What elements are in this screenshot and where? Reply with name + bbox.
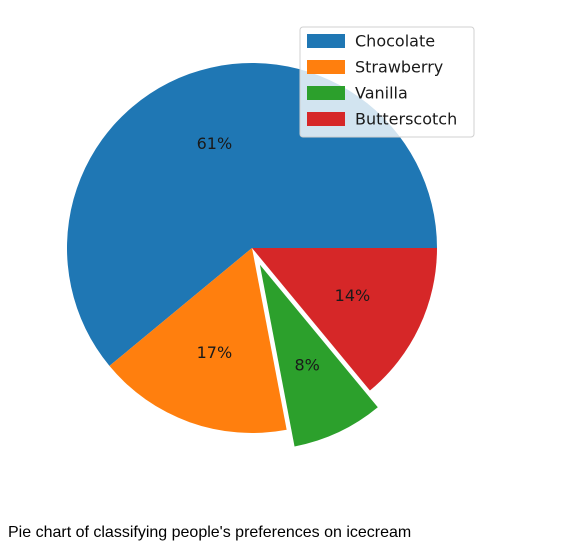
legend-swatch-chocolate [307, 34, 345, 48]
chart-caption: Pie chart of classifying people's prefer… [8, 524, 411, 542]
chart-legend: Chocolate Strawberry Vanilla Butterscotch [300, 27, 474, 137]
legend-label-chocolate: Chocolate [355, 32, 435, 51]
pie-label-strawberry: 17% [197, 343, 233, 362]
legend-swatch-strawberry [307, 60, 345, 74]
legend-swatch-butterscotch [307, 112, 345, 126]
pie-label-vanilla: 8% [294, 356, 319, 375]
pie-label-butterscotch: 14% [335, 286, 371, 305]
legend-label-strawberry: Strawberry [355, 58, 443, 77]
pie-label-chocolate: 61% [197, 134, 233, 153]
legend-label-vanilla: Vanilla [355, 84, 408, 103]
legend-label-butterscotch: Butterscotch [355, 110, 457, 129]
legend-swatch-vanilla [307, 86, 345, 100]
